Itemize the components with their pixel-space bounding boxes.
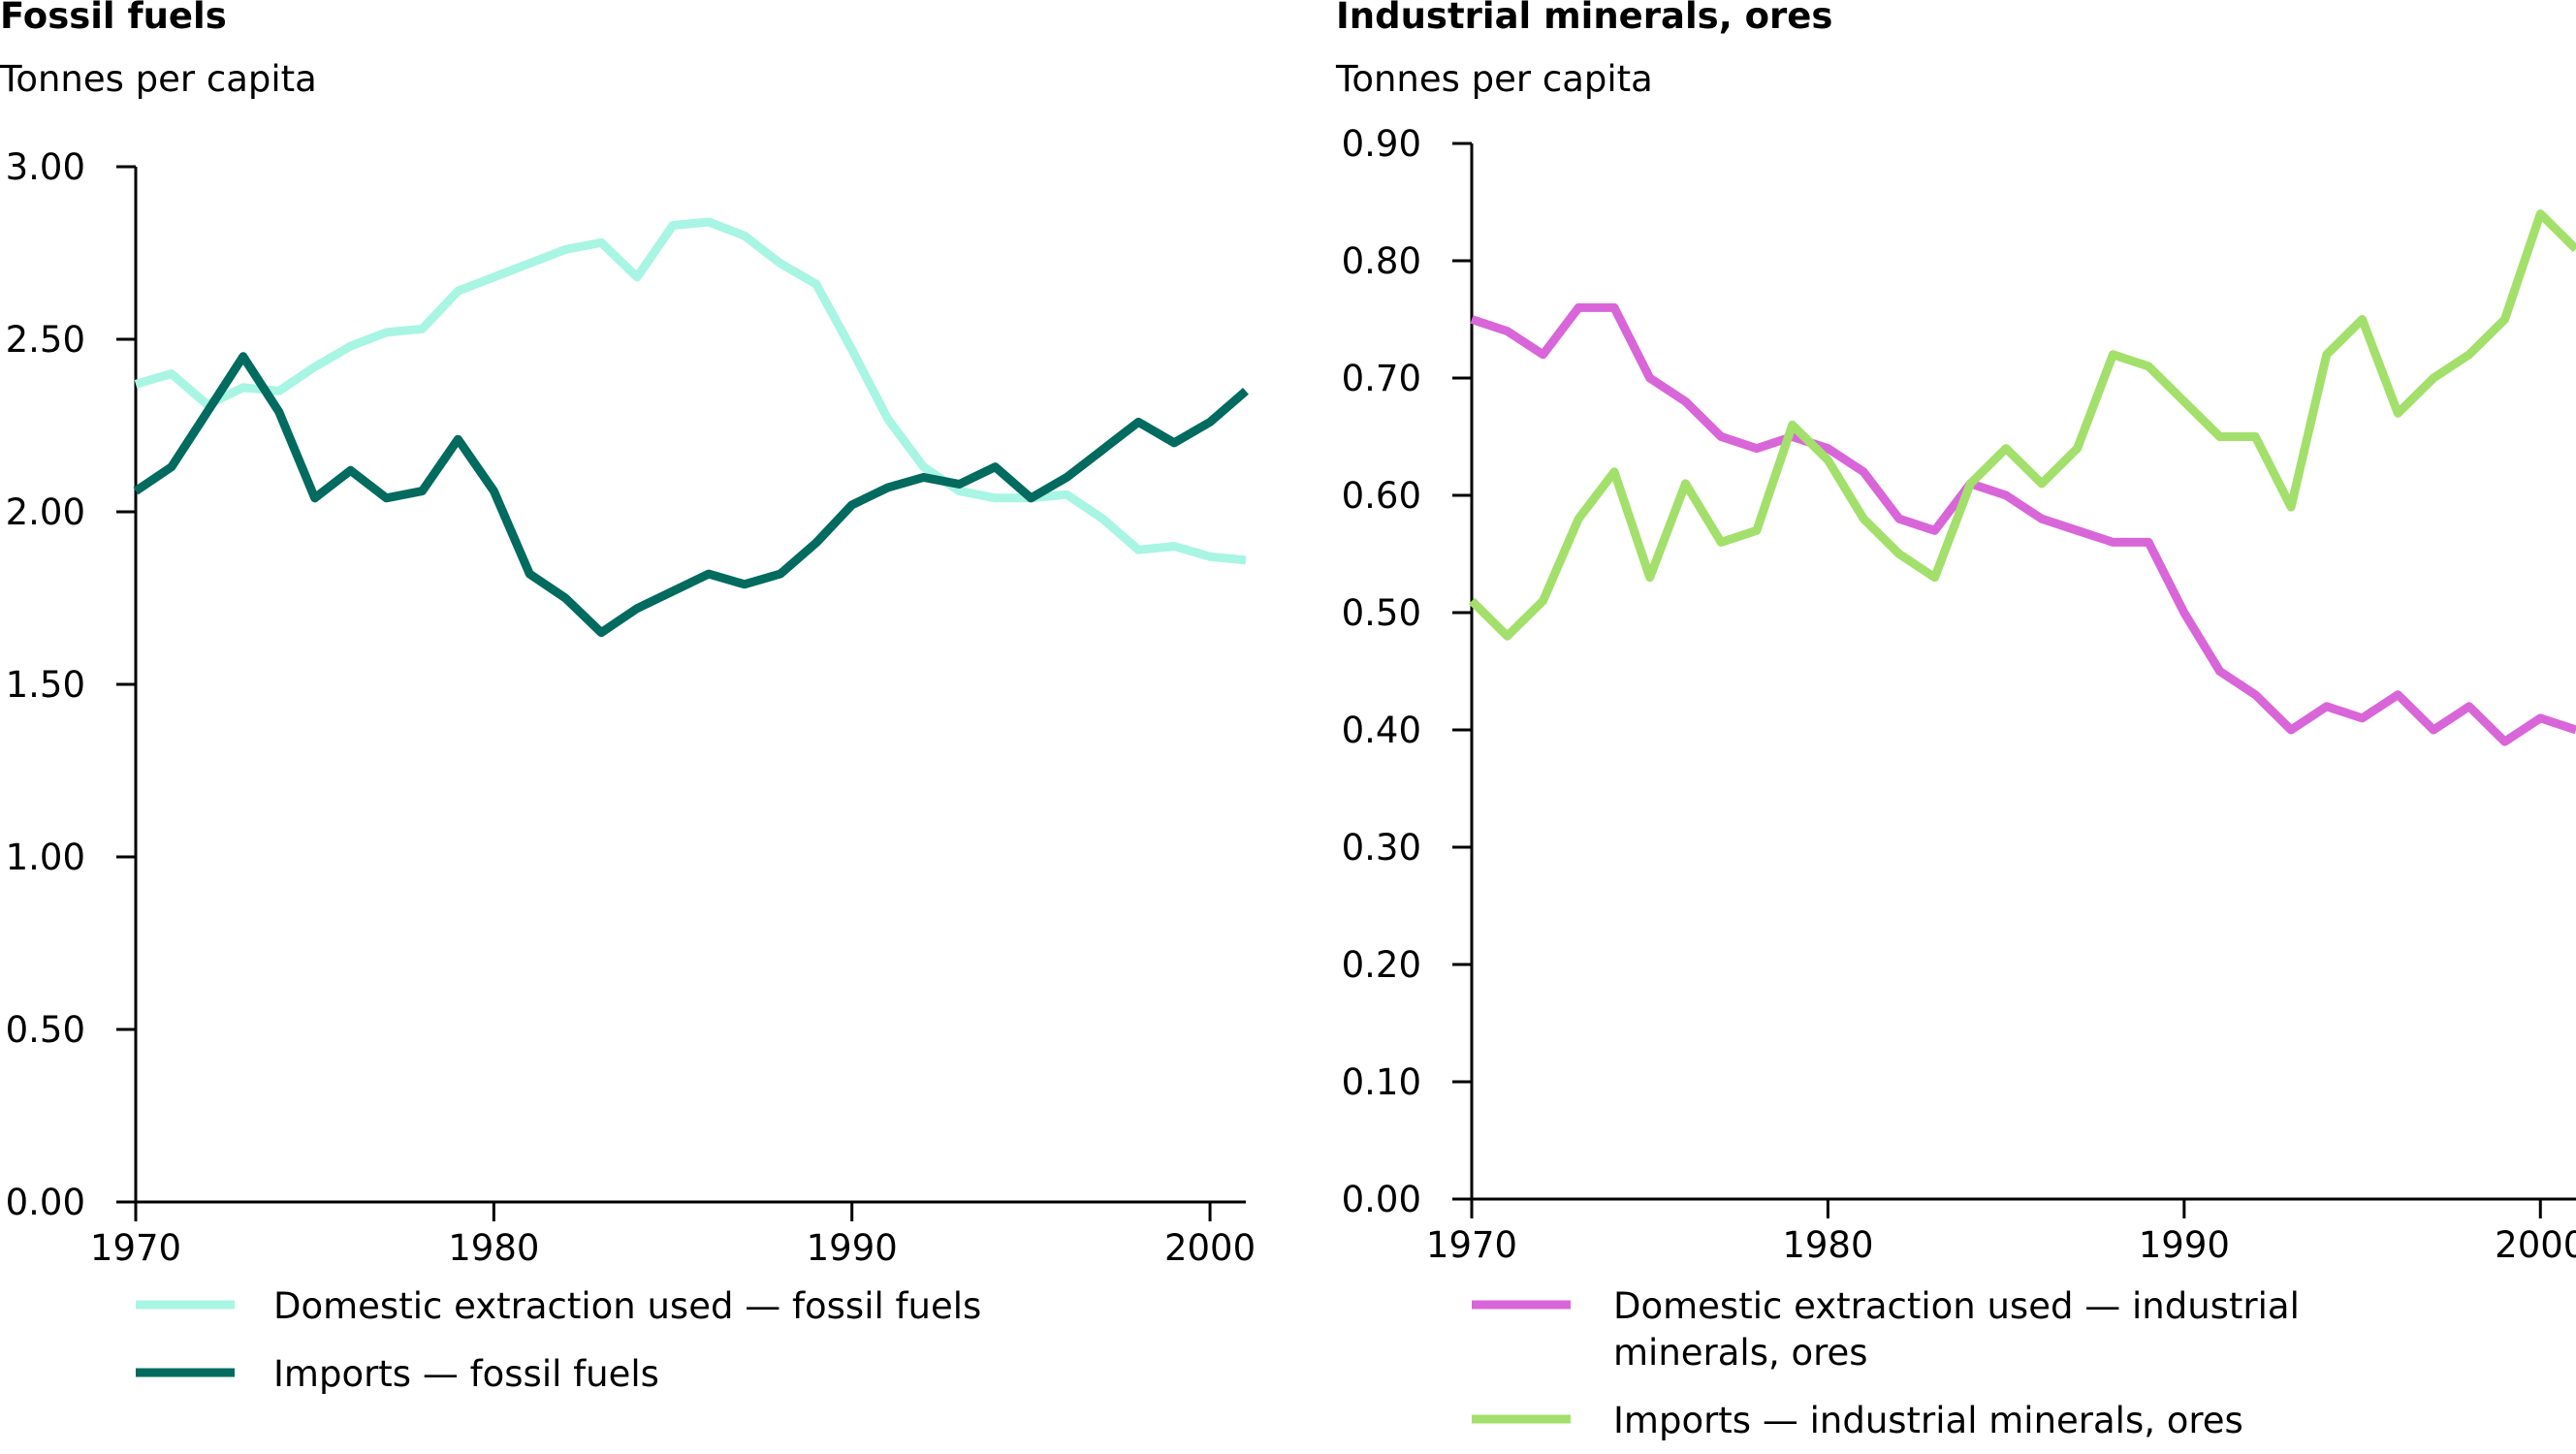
legend-label: Imports — fossil fuels (273, 1353, 659, 1395)
x-tick-label: 1970 (1426, 1224, 1517, 1266)
y-tick-label: 0.00 (1342, 1179, 1421, 1220)
axes: 0.00 0.10 0.20 0.30 0.40 0.50 0.60 0.70 0.80 0.90… (1342, 123, 2576, 1266)
y-axis-label: Tonnes per capita (0, 58, 317, 100)
series-line-domestic-extraction (1470, 302, 2576, 746)
legend-label: Imports — industrial minerals, ores (1613, 1400, 2243, 1441)
y-tick-label: 0.70 (1342, 358, 1421, 399)
x-tick-label: 2000 (1164, 1227, 1256, 1269)
y-tick-label: 0.20 (1342, 944, 1421, 986)
legend: Domestic extraction used — industrial min… (1472, 1285, 2300, 1441)
x-tick-label: 2000 (2495, 1224, 2576, 1266)
y-tick-label: 2.50 (6, 319, 85, 361)
series-line-domestic-extraction (134, 217, 1247, 565)
y-tick-label: 0.50 (6, 1009, 85, 1051)
legend-label: Domestic extraction used — industrial min… (1613, 1285, 2300, 1374)
y-tick-label: 0.90 (1342, 123, 1421, 165)
y-tick-label: 2.00 (6, 491, 85, 533)
x-tick-label: 1980 (1782, 1224, 1873, 1266)
series-line-imports (1468, 209, 2576, 641)
axes: 0.00 0.50 1.00 1.50 2.00 2.50 3.00 1970 1980 1990… (6, 146, 1256, 1269)
legend-label: Domestic extraction used — fossil fuels (273, 1285, 981, 1327)
chart-title: Fossil fuels (0, 0, 227, 37)
industrial-minerals-panel: Industrial minerals, ores Tonnes per cap… (1335, 0, 2576, 1441)
y-tick-label: 1.50 (6, 664, 85, 706)
y-tick-label: 0.30 (1342, 827, 1421, 869)
y-tick-label: 3.00 (6, 146, 85, 188)
x-tick-label: 1970 (90, 1227, 181, 1269)
y-tick-label: 0.00 (6, 1182, 85, 1223)
fossil-fuels-panel: Fossil fuels Tonnes per capita 0.00 0.50 1… (0, 0, 1256, 1395)
y-axis-label: Tonnes per capita (1335, 58, 1653, 100)
y-tick-label: 0.10 (1342, 1061, 1421, 1103)
y-tick-label: 0.80 (1342, 240, 1421, 282)
legend: Domestic extraction used — fossil fuels I… (136, 1285, 981, 1395)
series-group (133, 217, 1249, 638)
y-tick-label: 0.50 (1342, 592, 1421, 634)
x-tick-label: 1990 (2139, 1224, 2230, 1266)
y-tick-label: 0.40 (1342, 710, 1421, 751)
series-line-imports (133, 352, 1249, 638)
chart-title: Industrial minerals, ores (1336, 0, 1832, 37)
series-group (1468, 209, 2576, 746)
x-tick-label: 1990 (807, 1227, 898, 1269)
y-tick-label: 0.60 (1342, 475, 1421, 517)
y-tick-label: 1.00 (6, 837, 85, 878)
x-tick-label: 1980 (448, 1227, 539, 1269)
